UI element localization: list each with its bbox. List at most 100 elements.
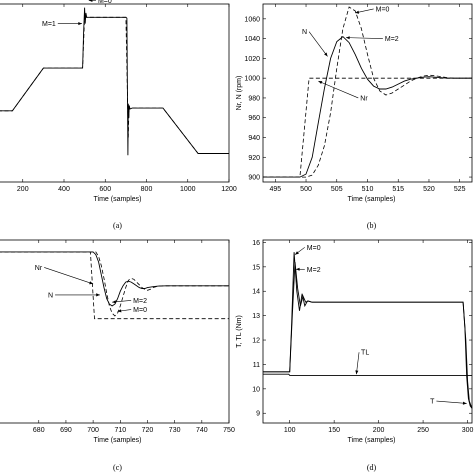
annotation-arrowhead	[88, 0, 93, 2]
y-tick-label: 13	[252, 313, 260, 320]
x-tick-label: 250	[417, 427, 429, 434]
x-tick-label: 500	[300, 186, 312, 193]
series-line-b-2	[263, 6, 472, 178]
series-line-c-2	[0, 251, 229, 317]
x-axis-label: Time (samples)	[348, 196, 396, 203]
x-axis-label: Time (samples)	[348, 437, 396, 444]
x-tick-label: 515	[392, 186, 404, 193]
plot-frame-c	[0, 239, 230, 424]
annotation-arrow	[308, 31, 328, 57]
x-axis-label: Time (samples)	[94, 437, 142, 444]
annotation-label: N	[48, 292, 53, 299]
series-line-d-1	[263, 261, 473, 409]
annotation-arrowhead	[117, 309, 122, 313]
annotation-label: M=0	[307, 245, 321, 252]
x-tick-label: 510	[362, 186, 374, 193]
annotation-label: N	[302, 29, 307, 36]
series-line-a-1	[0, 16, 229, 154]
y-tick-label: 940	[248, 135, 260, 142]
y-tick-label: 1000	[244, 76, 260, 83]
annotation-arrowhead	[96, 293, 100, 297]
annotation-arrowhead	[89, 281, 94, 285]
annotation-label: T	[430, 399, 435, 406]
x-tick-label: 400	[58, 186, 70, 193]
y-tick-label: 1040	[244, 36, 260, 43]
annotation-arrowhead	[295, 251, 299, 255]
x-tick-label: 600	[99, 186, 111, 193]
x-tick-label: 680	[33, 427, 45, 434]
annotation-arrowhead	[324, 52, 328, 57]
y-tick-label: 12	[252, 338, 260, 345]
annotation-arrowhead	[318, 81, 323, 84]
y-tick-label: 960	[248, 115, 260, 122]
y-tick-label: 900	[248, 175, 260, 182]
y-tick-label: 9	[256, 411, 260, 418]
annotation-arrowhead	[78, 22, 82, 26]
x-tick-label: 800	[141, 186, 153, 193]
plot-frame-a	[0, 3, 230, 183]
x-tick-label: 740	[196, 427, 208, 434]
x-tick-label: 300	[462, 427, 474, 434]
series-line-d-2	[263, 252, 473, 409]
annotation-arrow	[318, 80, 359, 99]
x-tick-label: 710	[114, 427, 126, 434]
y-tick-label: 16	[252, 240, 260, 247]
annotation-label: M=2	[133, 298, 147, 305]
x-axis-label: Time (samples)	[94, 196, 142, 203]
series-line-c-0	[0, 251, 229, 320]
y-axis-label: Nr, N (rpm)	[236, 76, 243, 111]
subfigure-caption: (c)	[113, 463, 122, 472]
y-tick-label: 15	[252, 264, 260, 271]
x-tick-label: 720	[142, 427, 154, 434]
x-tick-label: 150	[328, 427, 340, 434]
annotation-arrowhead	[355, 370, 359, 375]
annotation-arrow	[44, 267, 94, 285]
annotation-label: M=0	[376, 6, 390, 13]
annotation-label: M=1	[42, 21, 56, 28]
x-tick-label: 1000	[180, 186, 196, 193]
plot-frame-b	[262, 3, 473, 183]
annotation-label: Nr	[35, 265, 43, 272]
annotation-label: M=2	[385, 36, 399, 43]
plot-frame-d	[262, 239, 473, 424]
annotation-label: M=2	[307, 267, 321, 274]
x-tick-label: 525	[454, 186, 466, 193]
subfigure-caption: (b)	[367, 221, 377, 230]
subfigure-caption: (d)	[367, 463, 377, 472]
series-line-b-1	[263, 35, 472, 178]
x-tick-label: 730	[169, 427, 181, 434]
y-tick-label: 1060	[244, 16, 260, 23]
x-tick-label: 495	[269, 186, 281, 193]
y-tick-label: 980	[248, 95, 260, 102]
subfigure-caption: (a)	[113, 221, 122, 230]
annotation-label: Nr	[360, 95, 368, 102]
annotation-label: M=0	[133, 307, 147, 314]
y-tick-label: 11	[253, 362, 260, 369]
annotation-arrowhead	[346, 36, 350, 40]
annotation-arrow	[356, 352, 360, 375]
x-tick-label: 505	[331, 186, 343, 193]
x-tick-label: 690	[60, 427, 72, 434]
y-tick-label: 920	[248, 155, 260, 162]
x-tick-label: 700	[87, 427, 99, 434]
x-tick-label: 100	[284, 427, 296, 434]
annotation-arrowhead	[355, 10, 360, 14]
x-tick-label: 200	[373, 427, 385, 434]
annotation-arrowhead	[462, 401, 467, 405]
x-tick-label: 520	[423, 186, 435, 193]
series-line-c-1	[0, 251, 229, 307]
annotation-arrow	[345, 37, 383, 39]
annotation-arrowhead	[295, 267, 300, 271]
annotation-arrowhead	[112, 300, 116, 304]
annotation-label: TL	[361, 350, 369, 357]
y-tick-label: 1020	[244, 56, 260, 63]
y-tick-label: 14	[252, 289, 260, 296]
y-axis-label: T, TL (Nm)	[236, 315, 243, 348]
series-line-b-0	[263, 77, 472, 178]
series-line-a-0	[0, 7, 229, 156]
annotation-label: M=0	[98, 0, 112, 5]
x-tick-label: 200	[17, 186, 29, 193]
annotation-arrow	[436, 400, 467, 404]
